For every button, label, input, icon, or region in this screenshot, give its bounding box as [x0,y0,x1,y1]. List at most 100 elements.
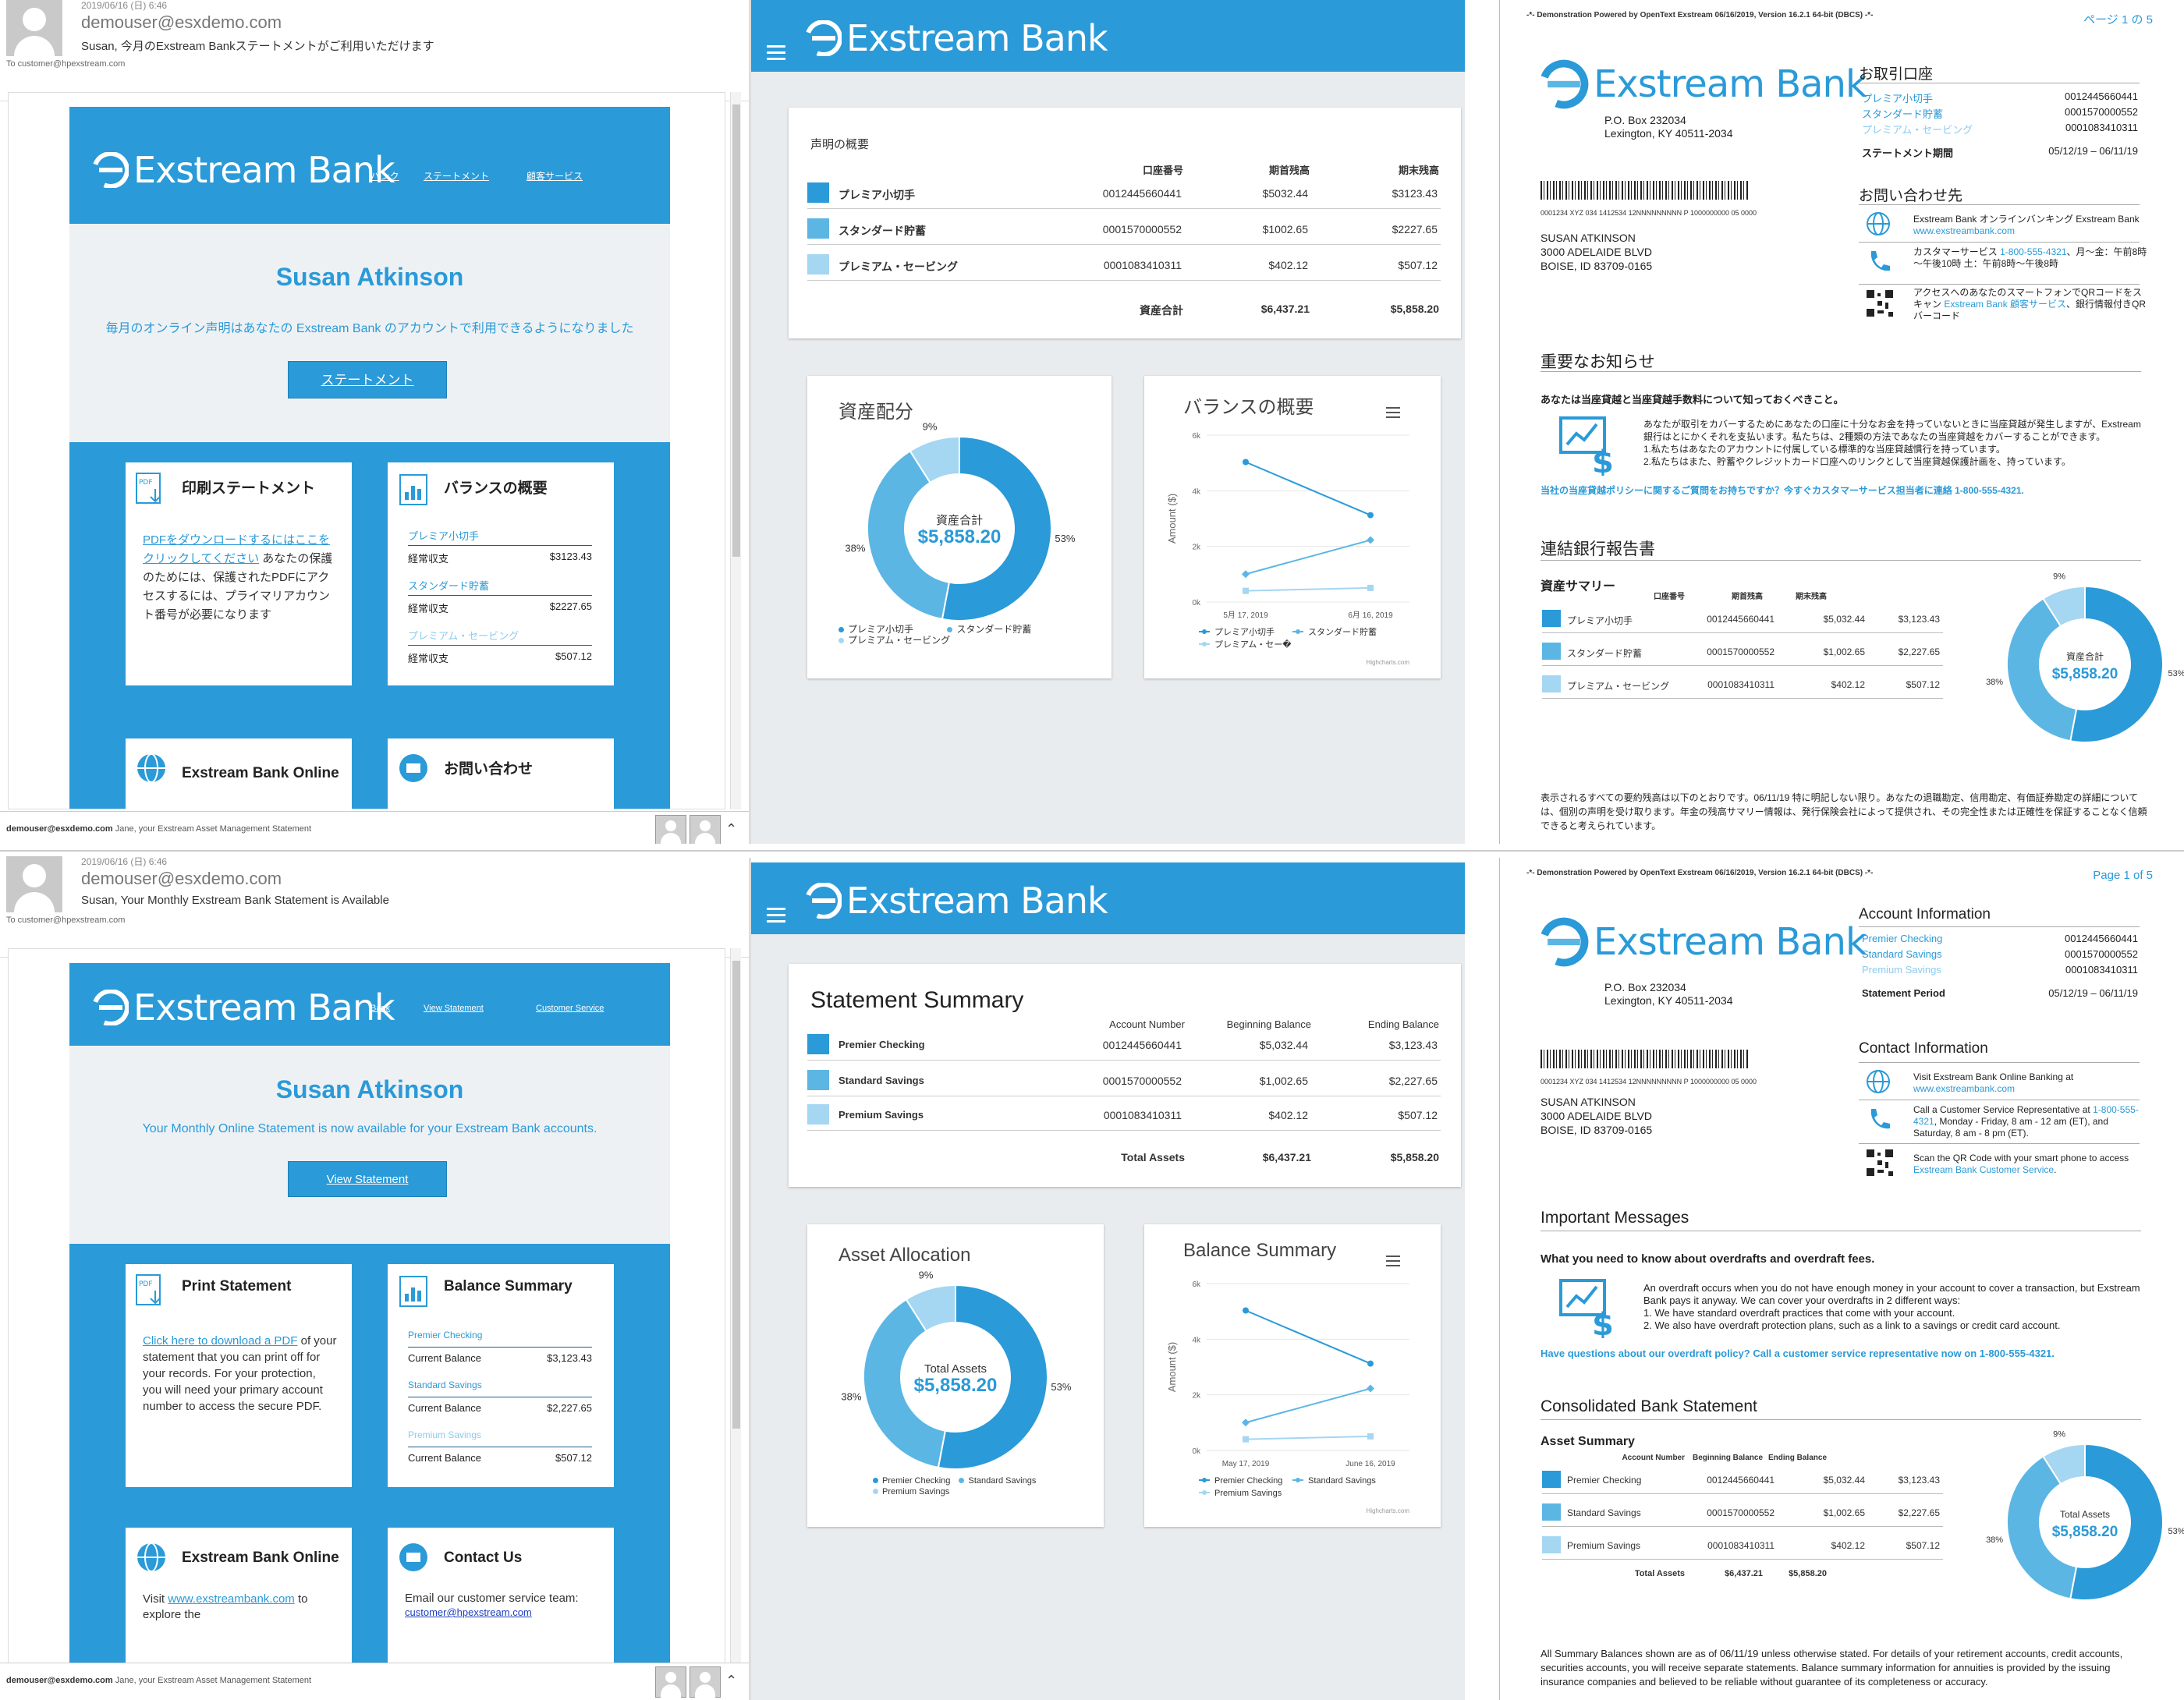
y-tick-label: 6k [1192,1280,1201,1289]
balance-line-chart: 0k 2k 4k 6k Amount ($) May 17, 2019 June 16, 2… [1166,1280,1409,1514]
donut-slice-2[interactable] [2006,1455,2078,1600]
slice-label-2: 38% [845,542,865,554]
data-point[interactable] [1243,1307,1249,1314]
donut-slice-1[interactable] [937,1284,1048,1470]
demo-banner: -*- Demonstration Powered by OpenText Ex… [1526,869,1874,877]
hamburger-menu-icon[interactable] [767,908,785,923]
data-point[interactable] [1243,459,1249,466]
download-pdf-link[interactable]: PDFをダウンロードするにはここをクリックしてください [143,533,331,565]
legend-item-3[interactable]: プレミアム・セービング [838,635,950,646]
donut-slice-3[interactable] [2042,585,2086,628]
donut-slice-1[interactable] [2069,585,2164,743]
data-point[interactable] [1242,1418,1250,1427]
donut-slice-2[interactable] [867,449,951,621]
donut-center-value: $5,858.20 [914,1375,998,1396]
globe-icon [137,753,165,783]
download-pdf-link[interactable]: Click here to download a PDF [143,1334,298,1348]
data-point[interactable] [1243,1436,1249,1443]
donut-slice-1[interactable] [2069,1443,2164,1601]
data-point[interactable] [1243,587,1249,594]
legend-item-2[interactable]: スタンダード貯蓄 [947,624,1031,635]
svg-text:PDF: PDF [139,479,153,487]
people-avatar-1[interactable] [655,1666,686,1698]
view-statement-button[interactable]: ステートメント [288,361,447,398]
web-panel-top: Exstream Bank 声明の概要 口座番号 期首残高 期末残高 プレミア小… [751,0,1465,844]
donut-slice-2[interactable] [2006,597,2078,742]
legend-item-3[interactable]: Premium Savings [873,1487,949,1496]
data-point[interactable] [1242,570,1250,579]
support-email-link[interactable]: customer@hpexstream.com [405,1606,532,1618]
asset-allocation-card: 資産配分 53% 38% 9% 資産合計 $5,858.20 プレミア小切手 スタンダー… [807,376,1112,678]
total-beginning: $6,437.21 [1260,303,1310,315]
data-point[interactable] [1367,1433,1374,1440]
nav-link-customer-service[interactable]: Customer Service [536,1004,604,1013]
donut-slice-3[interactable] [905,1284,956,1333]
contact-info-title: お問い合わせ先 [1859,188,1963,204]
people-avatar-2[interactable] [690,815,721,847]
legend-label-1[interactable]: プレミア小切手 [1214,626,1275,637]
asset-allocation-donut: 53% 38% 9% 資産合計$5,858.20 [845,420,1076,622]
series-line-3[interactable] [1245,586,1371,592]
people-avatar-2[interactable] [690,1666,721,1698]
col-beginning-balance: 期首残高 [1268,165,1310,176]
chart-menu-icon[interactable] [1386,1256,1400,1266]
email-footer: demouser@esxdemo.com Jane, your Exstream… [0,1663,749,1700]
series-line-3[interactable] [1245,1435,1371,1440]
overdraft-policy-link[interactable]: 当社の当座貸越ポリシーに関するご質問をお持ちですか？今すぐカスタマーサービス担当… [1540,485,2024,496]
chevron-up-icon[interactable]: ⌃ [725,821,738,837]
overdraft-policy-link[interactable]: Have questions about our overdraft polic… [1540,1348,2055,1359]
legend-label-1[interactable]: Premier Checking [1214,1476,1282,1486]
bs-row-1: 経常収支 $3123.43 [408,545,592,565]
data-point[interactable] [1367,584,1374,591]
bank-website-link[interactable]: www.exstreambank.com [168,1592,295,1606]
chart-credit[interactable]: Highcharts.com [1366,1507,1409,1514]
web-header: Exstream Bank [751,862,1465,934]
chevron-up-icon[interactable]: ⌃ [725,1673,738,1688]
email-scrollbar[interactable] [730,92,741,809]
data-point[interactable] [1367,1360,1374,1367]
contact-icon [399,1543,427,1571]
donut-slice-3[interactable] [909,435,960,484]
donut-center-value: $5,858.20 [918,526,1002,547]
chart-menu-icon[interactable] [1386,407,1400,418]
data-point[interactable] [1367,536,1374,544]
legend-label-3[interactable]: プレミアム・セー� [1214,639,1292,650]
legend-item-2[interactable]: Standard Savings [959,1476,1036,1486]
legend-label-2[interactable]: スタンダード貯蓄 [1308,626,1377,637]
legend-label-2[interactable]: Standard Savings [1308,1476,1376,1486]
view-statement-button[interactable]: View Statement [288,1161,447,1197]
legend-label-3[interactable]: Premium Savings [1214,1489,1282,1498]
email-sender[interactable]: demouser@esxdemo.com [81,12,282,32]
email-scrollbar[interactable] [730,948,741,1666]
legend-item-1[interactable]: Premier Checking [873,1476,950,1486]
donut-slice-3[interactable] [2042,1443,2086,1486]
email-sender[interactable]: demouser@esxdemo.com [81,869,282,888]
as-col-end: 期末残高 [1796,593,1827,601]
nav-link-customer-service[interactable]: 顧客サービス [526,171,583,182]
nav-link-bank[interactable]: Bank [370,1004,391,1013]
series-line-1[interactable] [1245,461,1371,516]
nav-link-statement[interactable]: ステートメント [424,171,490,182]
chart-credit[interactable]: Highcharts.com [1366,659,1409,666]
balance-summary-card: バランスの概要 プレミア小切手 経常収支 $3123.43 スタンダード貯蓄 経常… [388,462,614,685]
nav-link-bank[interactable]: バンク [370,171,399,182]
series-line-1[interactable] [1245,1309,1371,1365]
legend-item-1[interactable]: プレミア小切手 [838,624,913,635]
people-avatar-1[interactable] [655,815,686,847]
email-header: 2019/06/16 (日) 6:46 demouser@esxdemo.com… [0,0,749,101]
balance-summary-title: Balance Summary [444,1278,573,1294]
email-content: Exstream Bank バンク ステートメント 顧客サービス Susan A… [8,92,725,832]
globe-icon [1867,212,1890,236]
hamburger-menu-icon[interactable] [767,45,785,61]
series-line-2[interactable] [1245,539,1371,576]
nav-link-view-statement[interactable]: View Statement [424,1004,484,1013]
print-statement-card: PDF 印刷ステートメント PDFをダウンロードするにはここをクリックしてくださ… [126,462,352,685]
donut-slice-2[interactable] [863,1298,947,1469]
donut-slice-1[interactable] [941,435,1052,622]
data-point[interactable] [1367,1384,1374,1393]
series-line-2[interactable] [1245,1387,1371,1424]
contact-phone: カスタマーサービス 1-800-555-4321、月～金：午前8時～午後10時 … [1913,246,2147,269]
data-point[interactable] [1367,512,1374,519]
pdf-icon: PDF [136,473,161,504]
as-col-begin: 期首残高 [1732,593,1763,601]
